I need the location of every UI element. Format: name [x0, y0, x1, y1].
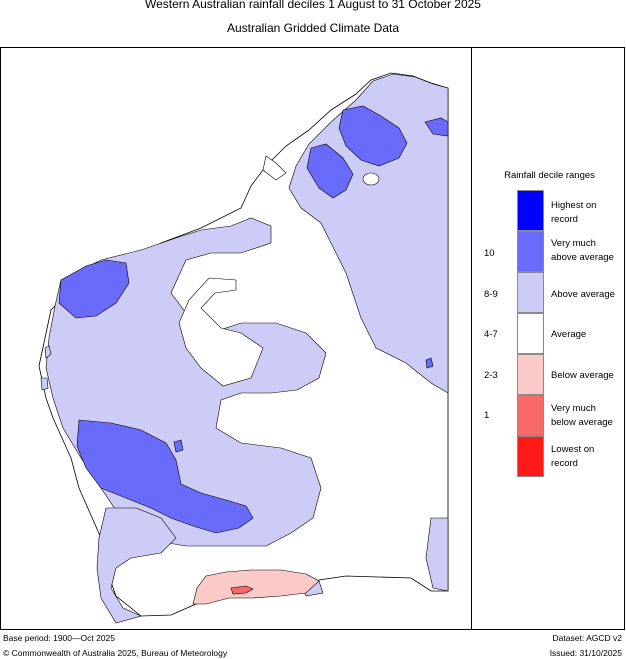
legend-label-highest: Highest on record — [551, 200, 597, 225]
legend-decile-1: 1 — [484, 410, 490, 421]
map-subtitle: Australian Gridded Climate Data — [226, 21, 400, 35]
legend-label-very-much-above: Very much above average — [551, 238, 614, 263]
legend-divider — [471, 47, 472, 630]
legend-swatch-very-much-above — [517, 231, 544, 272]
issued-date: Issued: 31/10/2025 — [549, 648, 622, 658]
copyright: © Commonwealth of Australia 2025, Bureau… — [3, 648, 228, 658]
map-title: Western Australian rainfall deciles 1 Au… — [145, 0, 481, 11]
legend-swatch-highest — [517, 190, 544, 231]
legend-label-average: Average — [551, 329, 587, 340]
legend-swatch-average — [517, 313, 544, 354]
legend-decile-2-3: 2-3 — [484, 370, 498, 381]
below-average-region — [192, 569, 320, 605]
legend-decile-10: 10 — [484, 248, 495, 259]
base-period: Base period: 1900—Oct 2025 — [3, 633, 115, 643]
legend-label-lowest: Lowest on record — [551, 444, 595, 469]
legend-swatch-below — [517, 354, 544, 395]
legend-decile-4-7: 4-7 — [484, 329, 498, 340]
legend-swatch-very-much-below — [517, 395, 544, 436]
legend-swatch-lowest — [517, 436, 544, 477]
very-much-below-region — [230, 585, 254, 595]
map-frame — [0, 47, 625, 630]
very-much-above-regions — [58, 105, 449, 534]
legend-label-above: Above average — [551, 289, 615, 300]
dataset: Dataset: AGCD v2 — [552, 633, 622, 643]
legend-label-very-much-below: Very much below average — [551, 403, 613, 428]
legend-label-below: Below average — [551, 370, 614, 381]
wa-rainfall-map — [38, 72, 449, 624]
legend-swatch-above — [517, 272, 544, 313]
legend-title: Rainfall decile ranges — [504, 170, 595, 181]
region-south-west — [96, 507, 177, 624]
legend-decile-8-9: 8-9 — [484, 289, 498, 300]
